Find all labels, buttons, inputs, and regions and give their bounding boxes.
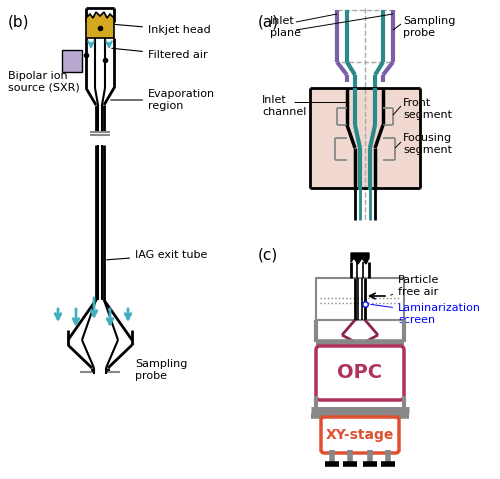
Text: Filtered air: Filtered air (112, 48, 208, 60)
Bar (316, 278, 404, 320)
Bar (337, 10, 393, 62)
Text: OPC: OPC (338, 364, 382, 383)
Text: (c): (c) (258, 248, 278, 263)
Text: Focusing
segment: Focusing segment (403, 133, 452, 155)
Text: Front
segment: Front segment (403, 98, 452, 120)
FancyBboxPatch shape (316, 346, 404, 400)
Text: XY-stage: XY-stage (326, 428, 394, 442)
Polygon shape (86, 12, 114, 38)
Text: Inlet
plane: Inlet plane (270, 16, 301, 37)
Text: Sampling
probe: Sampling probe (135, 359, 188, 381)
Polygon shape (351, 253, 369, 264)
Text: IAG exit tube: IAG exit tube (107, 250, 208, 260)
Text: Laminarization
screen: Laminarization screen (371, 303, 481, 325)
Text: Evaporation
region: Evaporation region (111, 89, 215, 111)
Bar (310, 88, 420, 188)
Text: Inlet
channel: Inlet channel (262, 95, 306, 116)
Text: Bipolar ion
source (SXR): Bipolar ion source (SXR) (8, 61, 80, 93)
Text: (a): (a) (258, 14, 279, 29)
FancyBboxPatch shape (321, 417, 399, 453)
Text: Inkjet head: Inkjet head (113, 24, 211, 35)
Bar (62, 50, 82, 72)
Text: Sampling
probe: Sampling probe (403, 16, 456, 37)
Text: Particle
free air: Particle free air (390, 275, 440, 297)
Text: (b): (b) (8, 14, 30, 29)
